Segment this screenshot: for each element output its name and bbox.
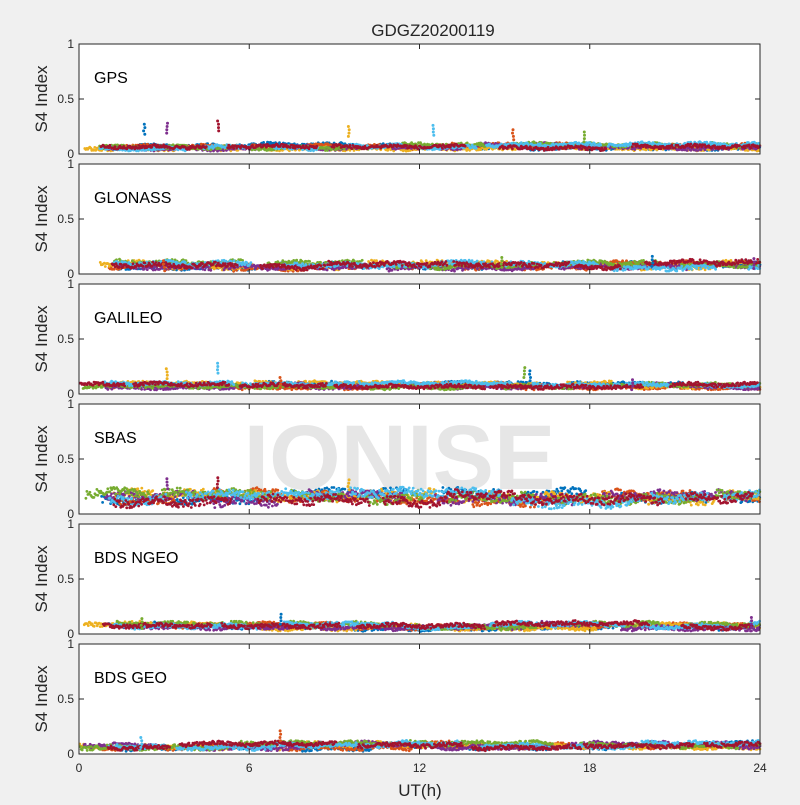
data-point <box>539 142 542 145</box>
spike-point <box>432 124 435 127</box>
spike-point <box>165 132 168 135</box>
data-point <box>351 147 354 150</box>
panel-label: GPS <box>94 70 128 87</box>
spike-point <box>217 126 220 129</box>
data-point <box>262 141 265 144</box>
data-point <box>464 145 467 148</box>
data-point <box>239 147 242 150</box>
spike-point <box>143 133 146 136</box>
data-point <box>633 148 636 151</box>
y-tick-label: 1 <box>67 37 74 51</box>
data-point <box>547 146 550 149</box>
axes-background <box>79 44 760 154</box>
data-point <box>333 146 336 149</box>
spike-point <box>217 123 220 126</box>
figure-title: GDGZ20200119 <box>371 21 494 40</box>
data-point <box>232 147 235 150</box>
data-point <box>405 144 408 147</box>
data-point <box>631 145 634 148</box>
data-point <box>581 148 584 151</box>
data-point <box>150 146 153 149</box>
spike-point <box>166 122 169 125</box>
data-point <box>686 149 689 152</box>
spike-point <box>432 131 435 134</box>
spike-point <box>583 131 586 134</box>
spike-point <box>142 129 145 132</box>
data-point <box>308 147 311 150</box>
spike-point <box>347 135 350 138</box>
spike-point <box>348 132 351 135</box>
data-point <box>349 144 352 147</box>
data-point <box>738 144 741 147</box>
spike-point <box>348 128 351 131</box>
data-point <box>475 147 478 150</box>
data-point <box>604 148 607 151</box>
spike-point <box>216 120 219 123</box>
y-tick-label: 0.5 <box>57 92 74 106</box>
data-point <box>586 148 589 151</box>
data-point <box>326 149 329 152</box>
data-point <box>316 145 319 148</box>
data-point <box>660 147 663 150</box>
data-point <box>599 144 602 147</box>
data-point <box>251 268 254 271</box>
data-point <box>289 146 292 149</box>
spike-point <box>432 127 435 130</box>
data-point <box>674 146 677 149</box>
data-point <box>339 143 342 146</box>
data-point <box>116 144 119 147</box>
spike-point <box>512 135 515 138</box>
data-point <box>259 143 262 146</box>
spike-point <box>432 134 435 137</box>
spike-point <box>143 126 146 129</box>
data-point <box>689 143 692 146</box>
data-point <box>222 149 225 152</box>
spike-point <box>165 128 168 131</box>
data-point <box>114 145 117 148</box>
spike-point <box>217 129 220 132</box>
data-point <box>511 147 514 150</box>
spike-point <box>583 137 586 140</box>
spike-point <box>511 132 514 135</box>
axes-background <box>79 164 760 274</box>
data-point <box>750 147 753 150</box>
spike-point <box>583 140 586 143</box>
spike-point <box>512 128 515 131</box>
spike-point <box>583 134 586 137</box>
spike-point <box>143 123 146 126</box>
spike-point <box>512 138 515 141</box>
y-axis-label: S4 Index <box>32 65 51 133</box>
spike-point <box>347 125 350 128</box>
spike-point <box>166 125 169 128</box>
data-point <box>205 145 208 148</box>
data-point <box>113 268 116 271</box>
data-point <box>757 142 760 145</box>
